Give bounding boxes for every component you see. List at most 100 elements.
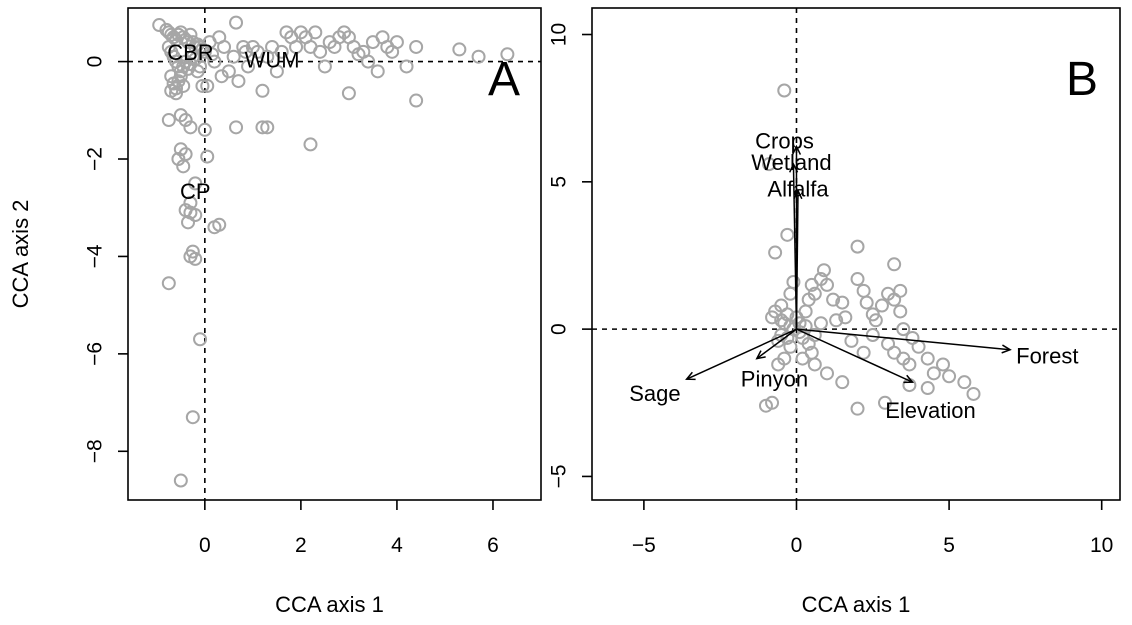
vector-arrowhead	[903, 374, 915, 384]
data-point	[902, 357, 917, 372]
data-point	[193, 332, 208, 347]
vector-forest: Forest	[796, 328, 1078, 369]
data-point	[771, 357, 786, 372]
vector-arrowhead	[791, 144, 802, 155]
data-point	[173, 69, 188, 84]
y-tick-label: −4	[84, 244, 107, 268]
data-point	[200, 149, 215, 164]
group-label-cbr: CBR	[167, 40, 213, 65]
y-tick-label: −6	[84, 342, 107, 366]
data-point	[957, 375, 972, 390]
data-point	[835, 295, 850, 310]
data-point	[361, 54, 376, 69]
data-point	[850, 239, 865, 254]
data-point	[920, 351, 935, 366]
x-axis-label: CCA axis 1	[802, 592, 911, 617]
vector-label: Forest	[1016, 344, 1078, 369]
vector-arrowhead	[755, 350, 766, 360]
data-point	[813, 316, 828, 331]
data-point	[844, 333, 859, 348]
vector-arrow	[796, 328, 913, 383]
vector-alfalfa: Alfalfa	[767, 176, 829, 330]
data-point	[887, 257, 902, 272]
data-point	[178, 113, 193, 128]
plot-frame	[591, 7, 1121, 501]
data-point	[926, 366, 941, 381]
data-point	[807, 357, 822, 372]
data-point	[859, 295, 874, 310]
data-point	[762, 157, 777, 172]
data-point	[877, 395, 892, 410]
data-point	[269, 64, 284, 79]
data-point	[777, 83, 792, 98]
x-tick-label: 4	[391, 534, 403, 557]
panel-label: A	[488, 53, 520, 106]
data-point	[161, 276, 176, 291]
data-point	[856, 283, 871, 298]
data-point	[241, 59, 256, 74]
y-tick-label: 5	[548, 176, 571, 188]
y-tick-label: −5	[548, 464, 571, 488]
data-point	[341, 86, 356, 101]
data-point	[212, 217, 227, 232]
vector-elevation: Elevation	[796, 328, 976, 423]
data-point	[783, 286, 798, 301]
data-point	[185, 410, 200, 425]
group-label-wum: WUM	[245, 47, 300, 72]
x-tick-label: 2	[295, 534, 307, 557]
data-point	[798, 319, 813, 334]
data-point	[255, 83, 270, 98]
y-tick-label: 0	[548, 323, 571, 335]
data-point	[816, 263, 831, 278]
data-point	[905, 330, 920, 345]
vector-sage: Sage	[629, 328, 797, 406]
vector-arrow	[792, 164, 798, 330]
scatter-points	[152, 15, 515, 488]
data-point	[780, 227, 795, 242]
data-point	[452, 42, 467, 57]
data-point	[850, 272, 865, 287]
vector-arrowhead	[793, 188, 803, 200]
data-point	[173, 473, 188, 488]
data-point	[181, 215, 196, 230]
data-point	[255, 120, 270, 135]
data-point	[185, 49, 200, 64]
x-axis-label: CCA axis 1	[275, 592, 384, 617]
data-point	[829, 313, 844, 328]
data-point	[317, 59, 332, 74]
y-tick-label: 0	[84, 56, 107, 68]
data-point	[197, 122, 212, 137]
data-point	[370, 64, 385, 79]
plot-frame	[127, 7, 542, 501]
data-point	[260, 120, 275, 135]
data-point	[188, 208, 203, 223]
data-point	[161, 113, 176, 128]
data-point	[221, 64, 236, 79]
data-point	[774, 298, 789, 313]
vector-label: Wetland	[751, 150, 831, 175]
data-point	[217, 39, 232, 54]
data-point	[856, 345, 871, 360]
vector-label: Elevation	[885, 398, 976, 423]
data-point	[471, 49, 486, 64]
data-point	[205, 47, 220, 62]
data-point	[768, 245, 783, 260]
data-point	[920, 381, 935, 396]
y-axis-label: CCA axis 2	[8, 200, 33, 309]
x-tick-label: 5	[943, 534, 955, 557]
vector-label: Sage	[629, 381, 680, 406]
data-point	[193, 59, 208, 74]
data-point	[409, 39, 424, 54]
data-point	[183, 27, 198, 42]
data-point	[164, 83, 179, 98]
vector-wetland: Wetland	[751, 150, 832, 330]
vector-arrowhead	[685, 371, 696, 381]
data-point	[229, 120, 244, 135]
data-point	[207, 54, 222, 69]
group-label-cp: CP	[180, 179, 211, 204]
y-tick-label: −2	[84, 147, 107, 171]
panel-a: 0 2 4 6 −8 −6 −4 −2 0 CCA axis 1 CCA axis 2 CBR WUM C…	[8, 7, 542, 617]
data-point	[289, 39, 304, 54]
x-tick-label: 6	[487, 534, 499, 557]
data-point	[399, 59, 414, 74]
